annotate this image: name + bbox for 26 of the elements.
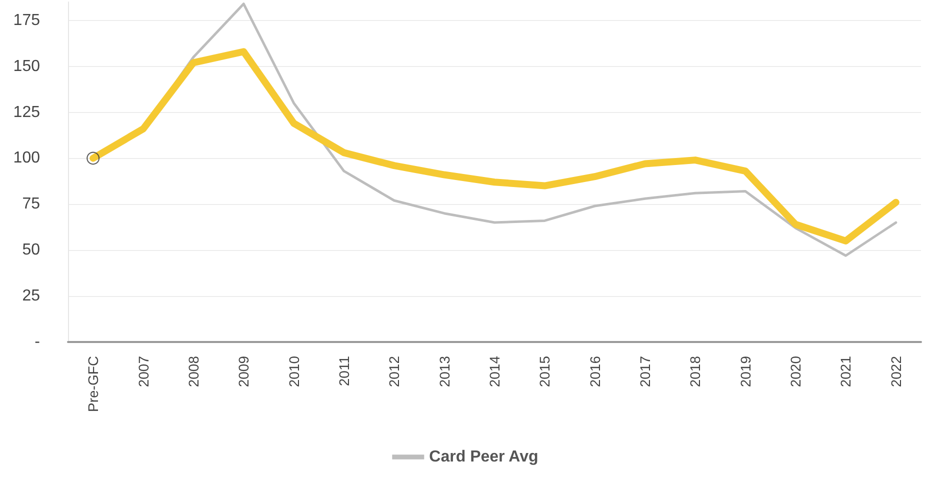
x-tick-label: 2020 [788, 356, 804, 388]
x-tick-label: 2016 [586, 356, 603, 388]
x-tick-label: 2019 [737, 356, 754, 388]
y-tick-label: 75 [22, 196, 40, 213]
y-tick-label: 50 [22, 242, 40, 259]
x-tick-label: Pre-GFC [85, 356, 102, 412]
y-tick-label: 175 [13, 12, 40, 29]
x-tick-label: 2013 [436, 356, 452, 388]
x-tick-label: 2014 [486, 356, 502, 388]
x-tick-label: 2010 [286, 356, 302, 388]
x-tick-label: 2021 [838, 356, 854, 388]
y-tick-label: 100 [13, 150, 40, 167]
x-tick-label: 2009 [236, 356, 252, 388]
x-tick-label: 2008 [185, 356, 202, 388]
x-tick-label: 2018 [687, 356, 704, 388]
x-tick-label: 2017 [637, 356, 654, 388]
y-tick-label: 25 [22, 288, 40, 305]
x-tick-label: 2012 [386, 356, 402, 388]
x-tick-label: 2015 [536, 356, 553, 388]
x-tick-label: 2011 [336, 356, 352, 386]
x-tick-label: 2007 [135, 356, 152, 388]
legend-label: Card Peer Avg [429, 448, 538, 466]
y-tick-label: - [34, 334, 40, 350]
y-tick-label: 125 [13, 104, 40, 121]
y-tick-label: 150 [13, 58, 40, 75]
x-tick-label: 2022 [888, 356, 904, 388]
